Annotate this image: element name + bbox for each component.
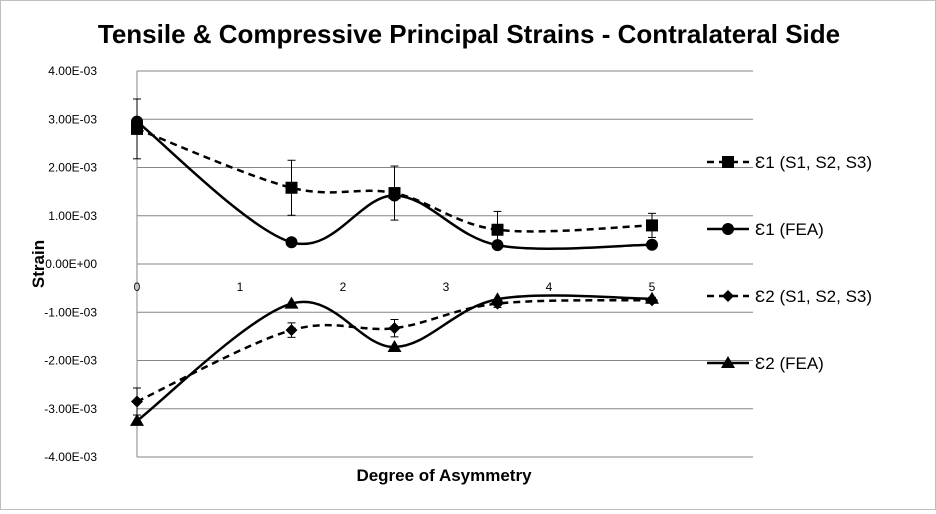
legend-marker <box>722 223 734 235</box>
x-tick-label: 5 <box>649 280 656 294</box>
legend-marker <box>722 290 734 302</box>
y-tick-label: 2.00E-03 <box>48 161 97 175</box>
legend-item: Ɛ1 (FEA) <box>707 220 824 239</box>
series-4 <box>130 291 659 426</box>
data-point <box>387 339 402 352</box>
series-line <box>136 298 653 403</box>
axis-layer: 4.00E-03 3.00E-03 2.00E-03 1.00E-03 0.00E+00… <box>44 64 753 464</box>
data-point <box>131 115 143 128</box>
data-point <box>285 181 298 194</box>
y-tick-label: 1.00E-03 <box>48 209 97 223</box>
data-point <box>284 296 299 309</box>
data-point <box>645 291 659 304</box>
data-point <box>646 238 658 251</box>
x-tick-label: 4 <box>546 280 553 294</box>
series-2 <box>131 115 658 252</box>
series-line <box>136 294 653 422</box>
legend-item: Ɛ2 (FEA) <box>707 354 824 373</box>
y-tick-label: -1.00E-03 <box>44 305 97 319</box>
data-point <box>646 219 658 232</box>
series-layer <box>130 98 659 426</box>
x-tick-label: 3 <box>443 280 450 294</box>
x-tick-label: 0 <box>134 280 141 294</box>
data-point <box>285 324 298 337</box>
legend: Ɛ1 (S1, S2, S3) Ɛ1 (FEA) Ɛ2 (S1, S2, S3) Ɛ2… <box>707 153 872 373</box>
x-axis-title: Degree of Asymmetry <box>356 466 532 485</box>
y-tick-label: -4.00E-03 <box>44 450 97 464</box>
y-tick-label: 0.00E+00 <box>45 257 97 271</box>
y-tick-label: 4.00E-03 <box>48 64 97 78</box>
data-point <box>388 189 401 202</box>
legend-label: Ɛ2 (FEA) <box>755 354 824 373</box>
data-point <box>285 236 298 249</box>
data-point <box>131 122 143 135</box>
legend-item: Ɛ1 (S1, S2, S3) <box>707 153 872 172</box>
x-tick-label: 1 <box>237 280 244 294</box>
legend-label: Ɛ1 (FEA) <box>755 220 824 239</box>
data-point <box>131 395 143 408</box>
grid-layer <box>137 70 753 458</box>
data-point <box>490 292 505 305</box>
data-point <box>491 223 504 236</box>
y-tick-label: -3.00E-03 <box>44 402 97 416</box>
legend-label: Ɛ1 (S1, S2, S3) <box>755 153 872 172</box>
data-point <box>130 413 144 426</box>
y-tick-label: -2.00E-03 <box>44 354 97 368</box>
data-point <box>491 239 504 252</box>
legend-marker <box>722 156 734 168</box>
chart-title: Tensile & Compressive Principal Strains … <box>98 19 840 49</box>
legend-item: Ɛ2 (S1, S2, S3) <box>707 287 872 306</box>
y-tick-label: 3.00E-03 <box>48 112 97 126</box>
y-axis-title: Strain <box>29 240 48 288</box>
series-1 <box>131 98 658 249</box>
x-tick-label: 2 <box>340 280 347 294</box>
data-point <box>388 322 401 335</box>
legend-marker <box>721 356 735 368</box>
legend-label: Ɛ2 (S1, S2, S3) <box>755 287 872 306</box>
